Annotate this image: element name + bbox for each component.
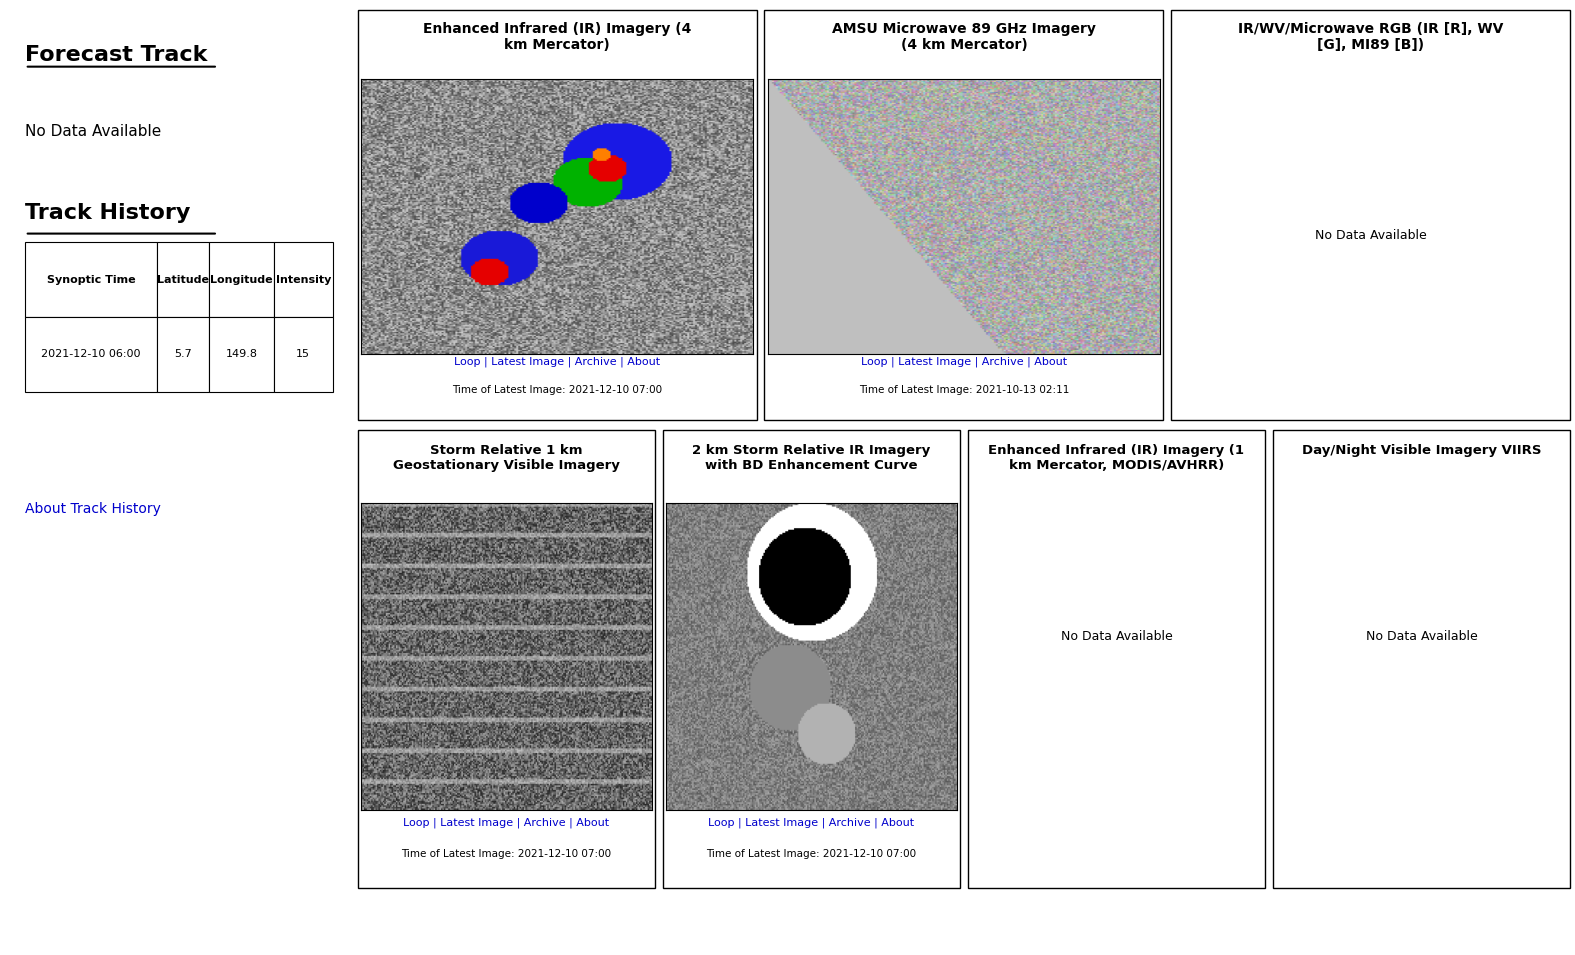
Text: Day/Night Visible Imagery VIIRS: Day/Night Visible Imagery VIIRS xyxy=(1303,443,1542,456)
Text: Track History: Track History xyxy=(25,202,191,223)
Text: Time of Latest Image: 2021-12-10 07:00: Time of Latest Image: 2021-12-10 07:00 xyxy=(452,385,662,395)
Text: Loop | Latest Image | Archive | About: Loop | Latest Image | Archive | About xyxy=(454,356,660,367)
Text: IR/WV/Microwave RGB (IR [R], WV
[G], MI89 [B]): IR/WV/Microwave RGB (IR [R], WV [G], MI8… xyxy=(1238,22,1504,53)
FancyBboxPatch shape xyxy=(1172,10,1570,420)
Text: Enhanced Infrared (IR) Imagery (4
km Mercator): Enhanced Infrared (IR) Imagery (4 km Mer… xyxy=(422,22,691,53)
Text: 5.7: 5.7 xyxy=(175,350,192,359)
FancyBboxPatch shape xyxy=(663,430,961,888)
FancyBboxPatch shape xyxy=(209,317,274,392)
Text: No Data Available: No Data Available xyxy=(1366,629,1477,643)
FancyBboxPatch shape xyxy=(25,243,158,317)
Text: Loop | Latest Image | Archive | About: Loop | Latest Image | Archive | About xyxy=(709,817,915,828)
Text: No Data Available: No Data Available xyxy=(1060,629,1172,643)
FancyBboxPatch shape xyxy=(25,317,158,392)
Text: Latitude: Latitude xyxy=(158,275,209,285)
Text: Forecast Track: Forecast Track xyxy=(25,45,208,65)
Text: No Data Available: No Data Available xyxy=(25,124,161,138)
Text: Storm Relative 1 km
Geostationary Visible Imagery: Storm Relative 1 km Geostationary Visibl… xyxy=(392,443,619,472)
FancyBboxPatch shape xyxy=(967,430,1265,888)
Text: Loop | Latest Image | Archive | About: Loop | Latest Image | Archive | About xyxy=(862,356,1066,367)
FancyBboxPatch shape xyxy=(1273,430,1570,888)
FancyBboxPatch shape xyxy=(274,243,332,317)
Text: Time of Latest Image: 2021-10-13 02:11: Time of Latest Image: 2021-10-13 02:11 xyxy=(858,385,1069,395)
Text: 2021-12-10 06:00: 2021-12-10 06:00 xyxy=(41,350,140,359)
FancyBboxPatch shape xyxy=(274,317,332,392)
FancyBboxPatch shape xyxy=(358,430,655,888)
FancyBboxPatch shape xyxy=(158,317,209,392)
Text: 15: 15 xyxy=(296,350,310,359)
Text: Time of Latest Image: 2021-12-10 07:00: Time of Latest Image: 2021-12-10 07:00 xyxy=(402,849,611,860)
Text: Enhanced Infrared (IR) Imagery (1
km Mercator, MODIS/AVHRR): Enhanced Infrared (IR) Imagery (1 km Mer… xyxy=(989,443,1244,472)
Text: 149.8: 149.8 xyxy=(225,350,258,359)
FancyBboxPatch shape xyxy=(209,243,274,317)
Text: Synoptic Time: Synoptic Time xyxy=(47,275,135,285)
FancyBboxPatch shape xyxy=(158,243,209,317)
Text: 2 km Storm Relative IR Imagery
with BD Enhancement Curve: 2 km Storm Relative IR Imagery with BD E… xyxy=(691,443,931,472)
Text: No Data Available: No Data Available xyxy=(1315,229,1427,242)
Text: AMSU Microwave 89 GHz Imagery
(4 km Mercator): AMSU Microwave 89 GHz Imagery (4 km Merc… xyxy=(832,22,1096,53)
Text: Longitude: Longitude xyxy=(209,275,272,285)
Text: Intensity: Intensity xyxy=(276,275,331,285)
Text: Time of Latest Image: 2021-12-10 07:00: Time of Latest Image: 2021-12-10 07:00 xyxy=(706,849,917,860)
Text: Loop | Latest Image | Archive | About: Loop | Latest Image | Archive | About xyxy=(403,817,610,828)
FancyBboxPatch shape xyxy=(764,10,1164,420)
Text: About Track History: About Track History xyxy=(25,501,161,516)
FancyBboxPatch shape xyxy=(358,10,756,420)
